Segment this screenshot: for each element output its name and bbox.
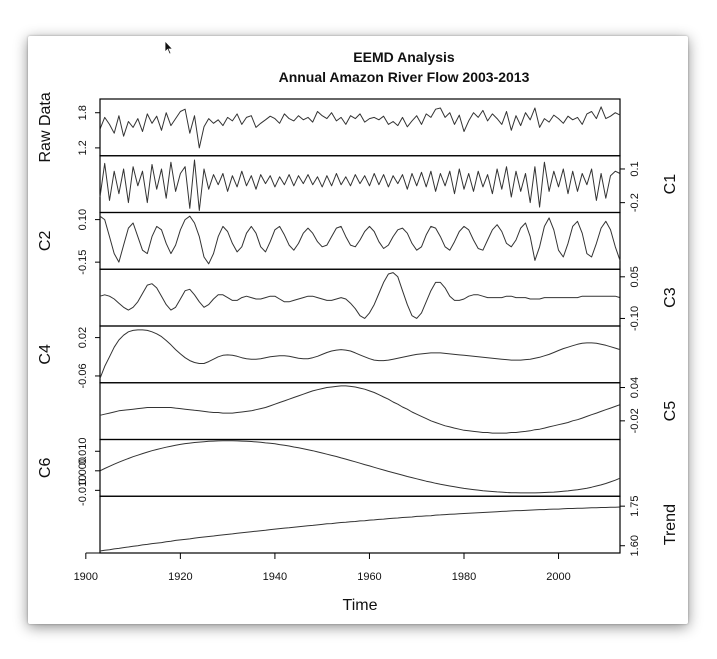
panel-c2: -0.15 0.10 C2 (37, 209, 621, 275)
panel-c3: -0.10 0.05 C3 (99, 266, 679, 331)
x-tick-label: 1960 (357, 571, 381, 583)
panel-c5-frame (99, 382, 621, 441)
panel-c3-frame (99, 268, 621, 327)
panel-c3-label: C3 (662, 287, 679, 308)
x-tick-label: 1920 (168, 571, 192, 583)
panel-trend-y-tick-label: 1.75 (629, 495, 641, 516)
panels-layer: 1.2 1.8 Raw Data -0.2 0.1 C1 -0.15 0.10 C2 -0.10 0… (37, 92, 679, 556)
chart-subtitle: Annual Amazon River Flow 2003-2013 (279, 69, 530, 85)
panel-c6-y-tick-label: 0.010 (77, 438, 89, 466)
panel-c4-y-tick-label: 0.02 (77, 327, 89, 348)
panel-trend-series-line (99, 506, 621, 552)
panel-c4-label: C4 (37, 344, 54, 365)
panel-raw-data-label: Raw Data (37, 92, 54, 162)
panel-c3-y-tick-label: 0.05 (629, 266, 641, 287)
panel-trend: 1.60 1.75 Trend (99, 495, 679, 556)
panel-c1: -0.2 0.1 C1 (99, 155, 679, 214)
panel-c2-y-tick-label: -0.15 (77, 250, 89, 275)
panel-c4: -0.06 0.02 C4 (37, 325, 621, 388)
panel-c3-y-tick-label: -0.10 (629, 306, 641, 331)
panel-c3-series-line (99, 272, 621, 319)
panel-c1-y-tick-label: -0.2 (629, 193, 641, 212)
panel-raw-data-y-tick-label: 1.2 (77, 140, 89, 155)
panel-c1-label: C1 (662, 174, 679, 195)
panel-trend-frame (99, 495, 621, 554)
panel-c5-y-tick-label: -0.02 (629, 408, 641, 433)
x-tick-label: 2000 (546, 571, 570, 583)
panel-trend-label: Trend (662, 504, 679, 545)
panel-c5-label: C5 (662, 401, 679, 422)
x-tick-label: 1940 (263, 571, 287, 583)
chart-title: EEMD Analysis (353, 49, 455, 65)
panel-c2-series-line (99, 215, 621, 265)
panel-c4-y-tick-label: -0.06 (77, 363, 89, 388)
panel-c1-y-tick-label: 0.1 (629, 161, 641, 176)
panel-c2-y-tick-label: 0.10 (77, 209, 89, 230)
panel-c5: -0.02 0.04 C5 (99, 377, 679, 441)
x-axis: 1900 1920 1940 1960 1980 2000 (74, 552, 571, 583)
panel-c6-frame (99, 438, 621, 497)
panel-raw-data: 1.2 1.8 Raw Data (37, 92, 621, 163)
panel-c5-y-tick-label: 0.04 (629, 377, 641, 398)
mouse-pointer-icon (164, 40, 174, 55)
panel-c2-label: C2 (37, 231, 54, 252)
x-tick-label: 1980 (452, 571, 476, 583)
panel-raw-data-frame (99, 98, 621, 157)
panel-c6-series-line (99, 440, 621, 494)
panel-c4-series-line (99, 329, 621, 379)
x-tick-label: 1900 (74, 571, 98, 583)
panel-raw-data-y-tick-label: 1.8 (77, 105, 89, 120)
panel-c1-series-line (99, 159, 621, 211)
x-axis-title: Time (343, 597, 378, 614)
panel-raw-data-series-line (99, 106, 621, 149)
panel-c6-label: C6 (37, 458, 54, 479)
panel-c6-y-tick-label: -0.010 (77, 475, 89, 506)
panel-trend-y-tick-label: 1.60 (629, 535, 641, 556)
panel-c5-series-line (99, 385, 621, 434)
panel-c6-y-tick-label: 0.000 (77, 457, 89, 485)
